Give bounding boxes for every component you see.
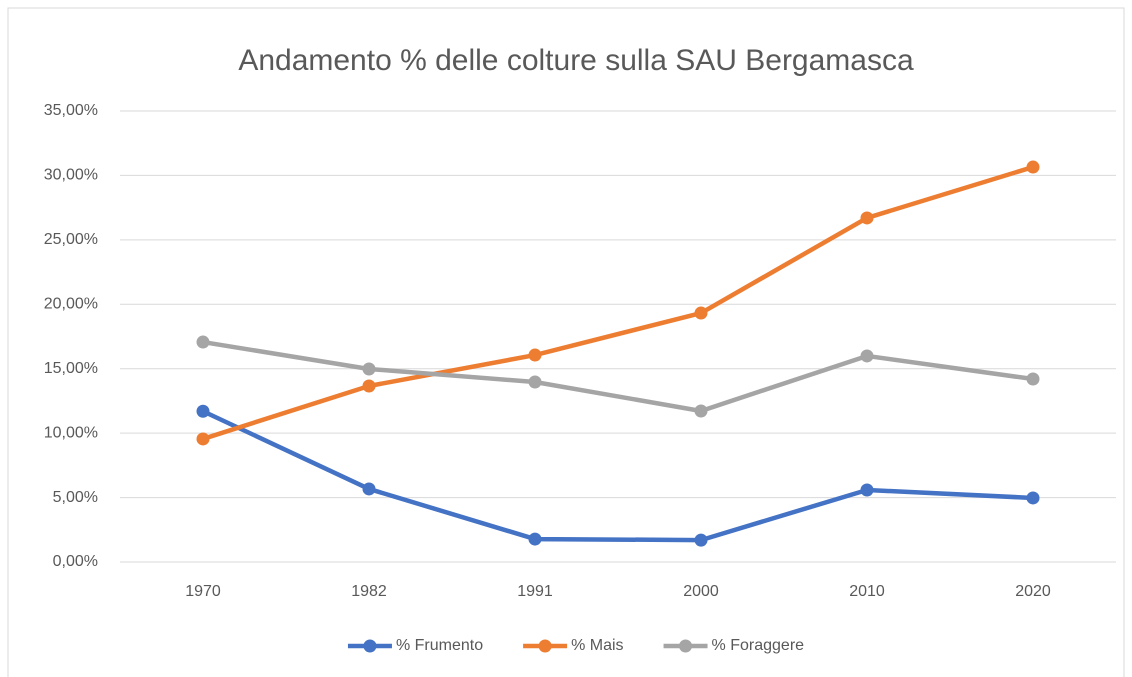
data-point — [860, 483, 874, 497]
y-tick-label: 30,00% — [44, 167, 98, 184]
legend-label: % Foraggere — [712, 637, 805, 654]
y-tick-label: 5,00% — [53, 489, 98, 506]
data-point — [528, 375, 542, 389]
data-point — [196, 335, 210, 349]
y-tick-label: 0,00% — [53, 553, 98, 570]
y-tick-label: 25,00% — [44, 231, 98, 248]
data-point — [1026, 491, 1040, 505]
chart-frame — [7, 7, 1125, 677]
data-point — [694, 306, 708, 320]
series-line — [202, 164, 1034, 442]
data-point — [1026, 372, 1040, 386]
data-point — [528, 532, 542, 546]
data-point — [694, 533, 708, 547]
series-line — [202, 339, 1034, 414]
y-tick-label: 35,00% — [44, 102, 98, 119]
y-tick-label: 20,00% — [44, 296, 98, 313]
data-point — [362, 379, 376, 393]
data-point — [1026, 160, 1040, 174]
legend-marker — [363, 639, 377, 653]
x-tick-label: 2000 — [683, 583, 719, 600]
data-point — [528, 348, 542, 362]
data-point — [196, 404, 210, 418]
legend-marker — [679, 639, 693, 653]
legend-label: % Frumento — [396, 637, 483, 654]
legend-label: % Mais — [571, 637, 623, 654]
data-point — [860, 211, 874, 225]
legend-marker — [538, 639, 552, 653]
chart-title: Andamento % delle colture sulla SAU Berg… — [238, 44, 914, 77]
x-tick-label: 2010 — [849, 583, 885, 600]
y-tick-label: 10,00% — [44, 424, 98, 441]
y-tick-label: 15,00% — [44, 360, 98, 377]
data-point — [694, 404, 708, 418]
x-tick-label: 1982 — [351, 583, 387, 600]
data-point — [362, 362, 376, 376]
data-point — [362, 482, 376, 496]
data-point — [196, 432, 210, 446]
x-tick-label: 1970 — [185, 583, 221, 600]
data-point — [860, 349, 874, 363]
series-line — [202, 409, 1034, 543]
x-tick-label: 2020 — [1015, 583, 1051, 600]
x-tick-label: 1991 — [517, 583, 553, 600]
